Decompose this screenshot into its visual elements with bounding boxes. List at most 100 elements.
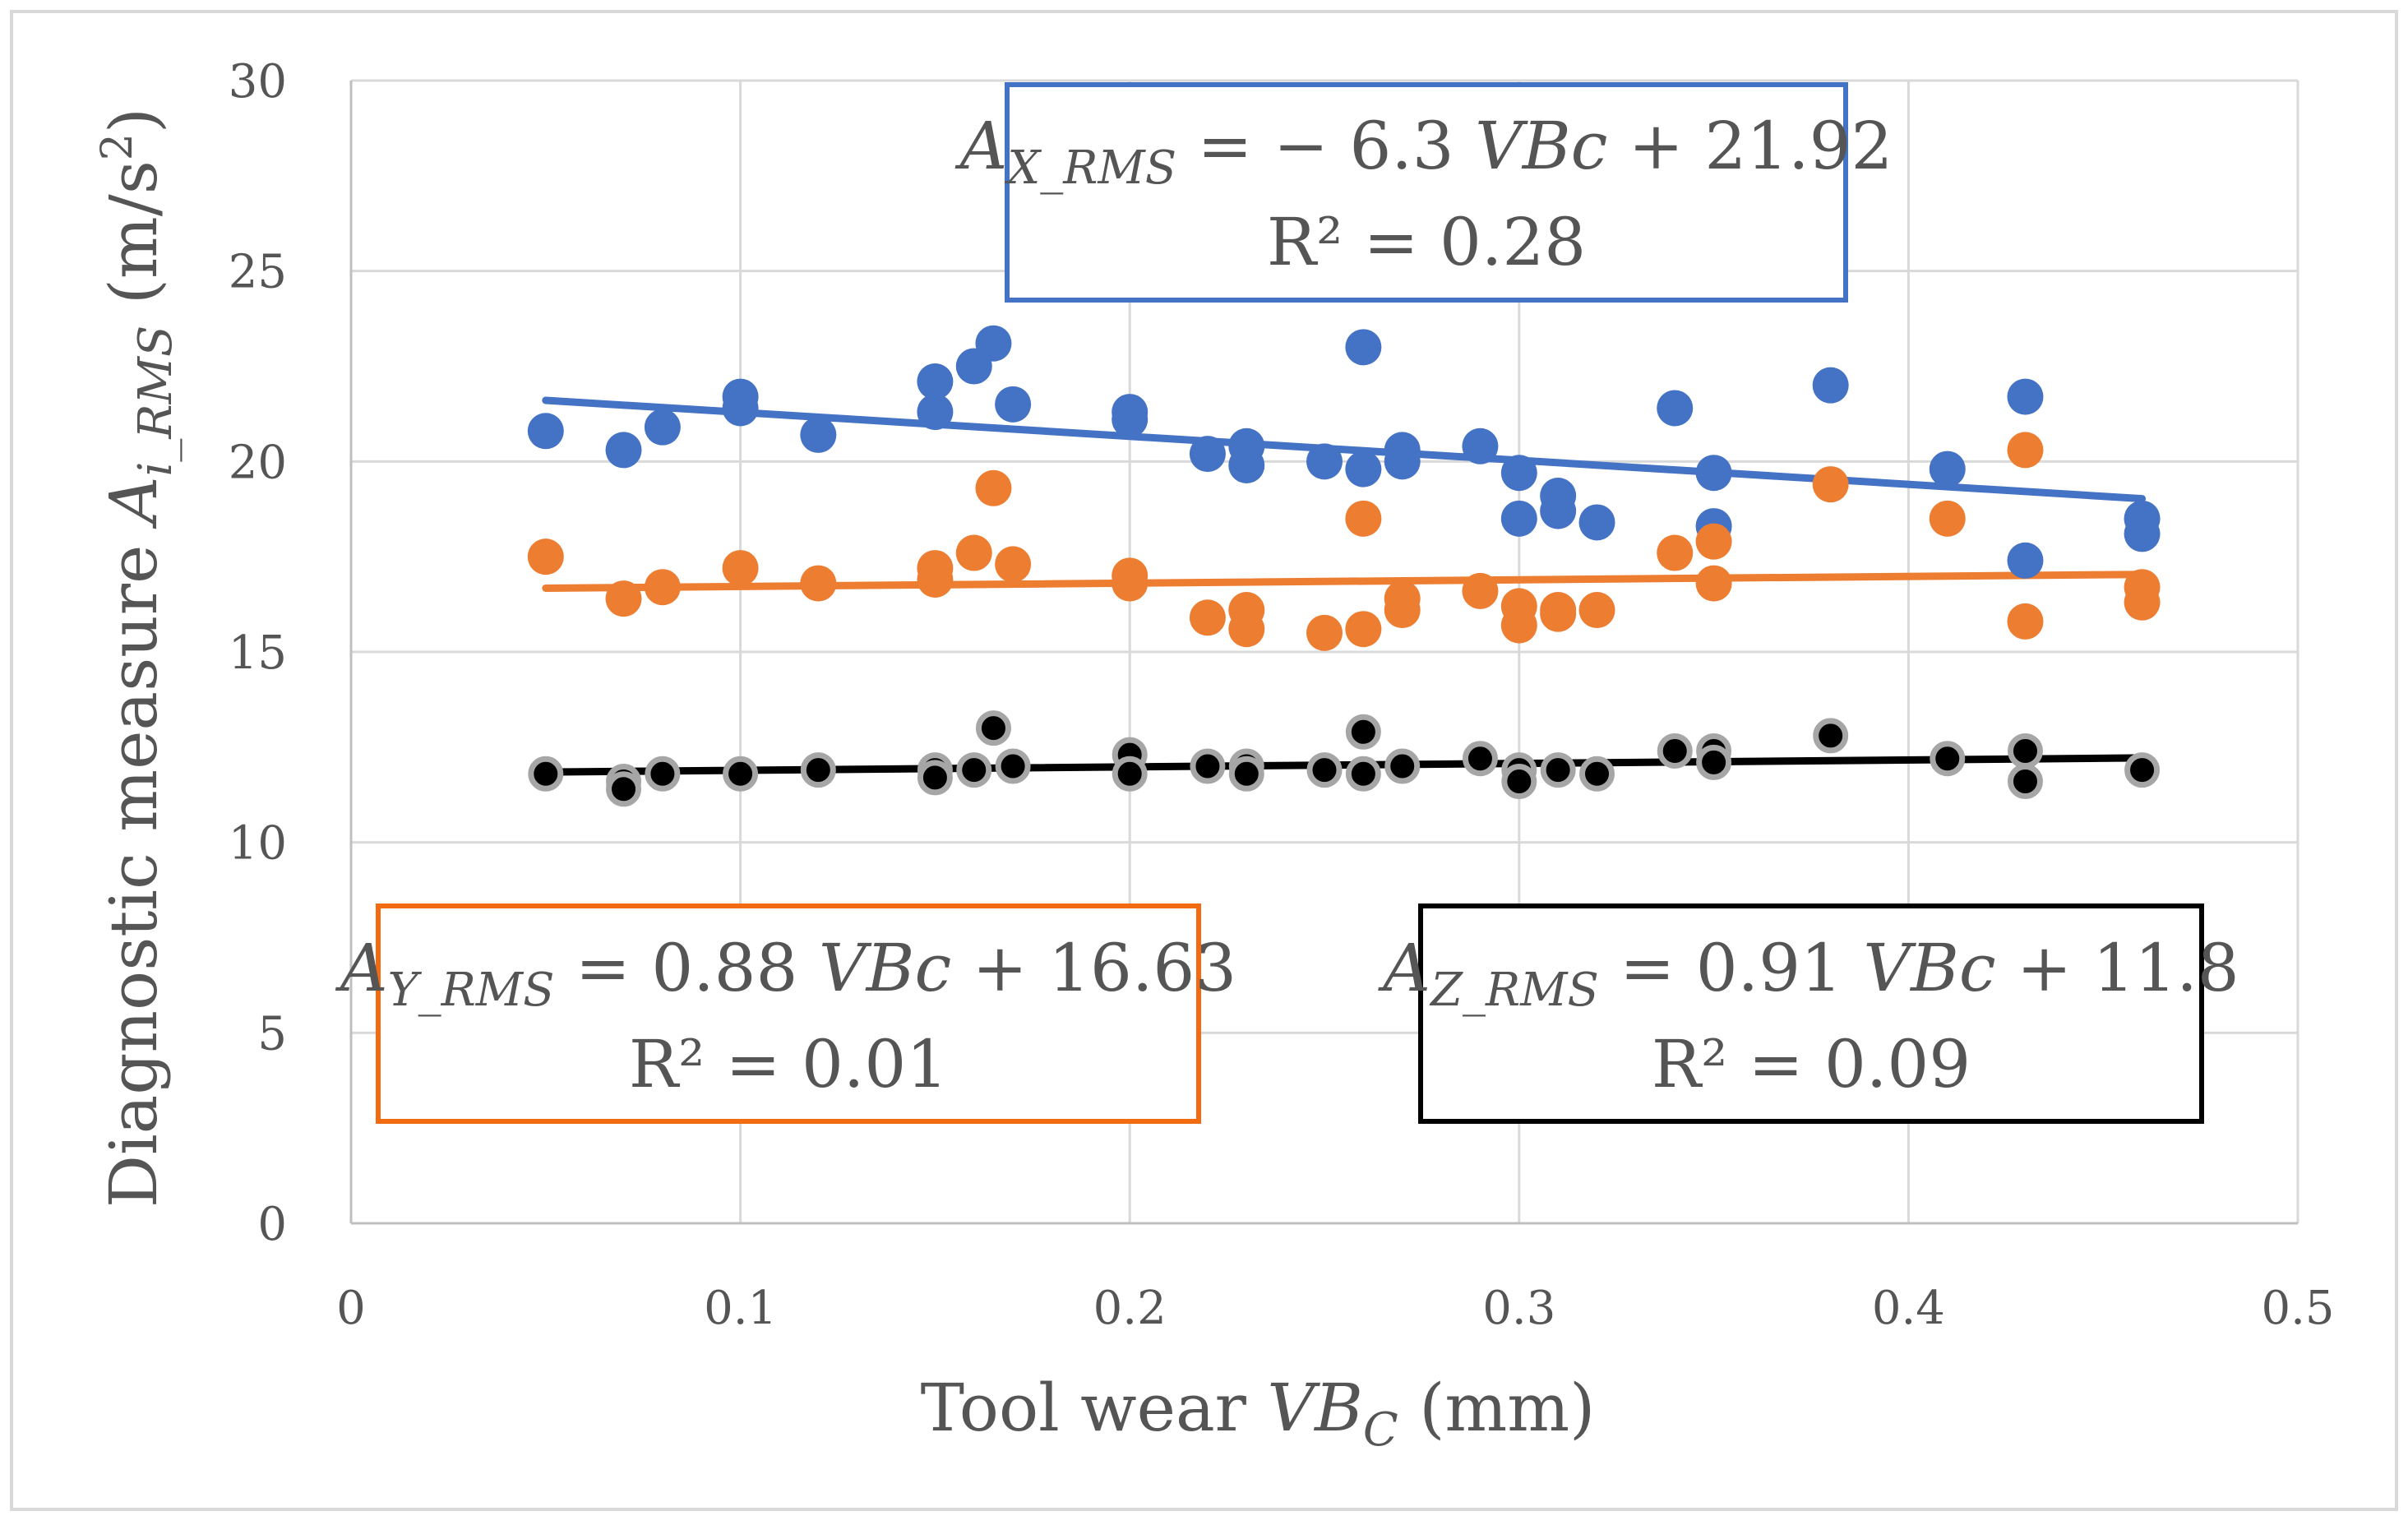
point-z	[2007, 732, 2043, 769]
point-x	[800, 416, 837, 453]
point-z	[1306, 752, 1343, 788]
x-tick-label: 0.5	[2261, 1282, 2334, 1335]
point-x	[1189, 436, 1226, 473]
x-equation-box: AX_RMS = − 6.3 VBc + 21.92 R² = 0.28	[954, 82, 1893, 303]
point-z	[1462, 741, 1498, 777]
y-r-squared: R² = 0.01	[629, 1026, 948, 1102]
point-y	[1228, 611, 1265, 648]
point-z	[1501, 764, 1537, 800]
point-z	[1384, 748, 1421, 784]
point-y	[1657, 534, 1694, 571]
x-axis-title: Tool wear VBC (mm)	[921, 1370, 1596, 1457]
point-y	[1695, 523, 1732, 560]
point-z	[995, 748, 1031, 784]
y-tick-label: 5	[257, 1007, 287, 1061]
point-y	[1812, 466, 1849, 503]
z-equation-line: AZ_RMS = 0.91 VBc + 11.8	[1377, 930, 2239, 1017]
point-z	[1228, 756, 1264, 792]
point-y	[1345, 500, 1382, 537]
x-r-squared: R² = 0.28	[1267, 204, 1586, 280]
point-y	[2007, 432, 2044, 469]
point-x	[995, 386, 1032, 423]
z-equation-frame	[1418, 903, 2204, 1124]
point-y	[2007, 603, 2044, 640]
point-x	[1500, 500, 1537, 537]
point-y	[975, 469, 1012, 506]
point-x	[644, 409, 681, 446]
point-x	[1306, 443, 1343, 480]
point-z	[2124, 752, 2161, 788]
point-x	[1695, 455, 1732, 492]
point-x	[1345, 451, 1382, 488]
point-y	[1462, 572, 1499, 609]
point-z	[606, 771, 642, 807]
point-x	[917, 394, 954, 431]
y-tick-label: 25	[229, 246, 287, 299]
point-z	[1540, 752, 1576, 788]
point-y	[1189, 599, 1226, 636]
point-y	[605, 580, 642, 617]
point-x	[1500, 455, 1537, 492]
x-equation-line: AX_RMS = − 6.3 VBc + 21.92	[954, 108, 1893, 195]
point-y	[1112, 565, 1149, 602]
point-z	[1345, 714, 1381, 750]
point-y	[955, 534, 992, 571]
point-y	[917, 561, 954, 598]
data-points	[527, 325, 2161, 807]
point-x	[1228, 446, 1265, 483]
point-z	[528, 756, 564, 792]
point-z	[723, 756, 759, 792]
y-tick-label: 0	[257, 1198, 287, 1251]
point-z	[1930, 741, 1966, 777]
x-equation-frame	[1005, 82, 1848, 303]
y-equation-line: AY_RMS = 0.88 VBc + 16.63	[335, 930, 1236, 1017]
x-tick-label: 0.4	[1872, 1282, 1945, 1335]
point-y	[722, 550, 759, 587]
y-axis-title: Diagnostic measure Ai_RMS (m/s2)	[93, 108, 183, 1208]
point-x	[1112, 401, 1149, 438]
point-y	[1345, 611, 1382, 648]
point-x	[2007, 542, 2044, 579]
point-x	[1462, 427, 1499, 464]
point-x	[722, 390, 759, 427]
trendline-x	[542, 396, 2147, 503]
point-x	[605, 432, 642, 469]
point-z	[645, 756, 681, 792]
y-equation-box: AY_RMS = 0.88 VBc + 16.63 R² = 0.01	[335, 903, 1236, 1124]
point-x	[1812, 367, 1849, 404]
axes: 0 5 10 15 20 25 30 0 0.1 0.2 0.3 0.4 0.5	[229, 55, 2335, 1335]
point-y	[644, 569, 681, 606]
point-x	[1578, 504, 1615, 541]
x-tick-label: 0	[336, 1282, 366, 1335]
point-y	[1540, 595, 1577, 632]
z-r-squared: R² = 0.09	[1652, 1026, 1971, 1102]
point-z	[1345, 756, 1381, 792]
point-x	[975, 325, 1012, 362]
point-x	[1929, 451, 1966, 488]
point-z	[1112, 756, 1148, 792]
y-tick-label: 30	[229, 55, 287, 109]
point-x	[1657, 390, 1694, 427]
point-x	[527, 413, 564, 450]
y-tick-label: 10	[229, 817, 287, 871]
point-x	[2124, 515, 2161, 552]
point-z	[800, 752, 836, 788]
point-z	[2007, 764, 2043, 800]
point-y	[800, 565, 837, 602]
x-tick-label: 0.2	[1093, 1282, 1167, 1335]
point-z	[975, 710, 1011, 746]
point-x	[917, 363, 954, 400]
point-y	[1578, 592, 1615, 629]
x-tick-label: 0.3	[1482, 1282, 1555, 1335]
point-x	[1384, 443, 1421, 480]
point-y	[2124, 584, 2161, 621]
point-y	[1306, 614, 1343, 651]
y-equation-frame	[376, 903, 1201, 1124]
point-z	[917, 760, 953, 796]
point-y	[1929, 500, 1966, 537]
point-z	[1696, 744, 1732, 780]
point-z	[1657, 732, 1693, 769]
y-tick-label: 20	[229, 436, 287, 489]
